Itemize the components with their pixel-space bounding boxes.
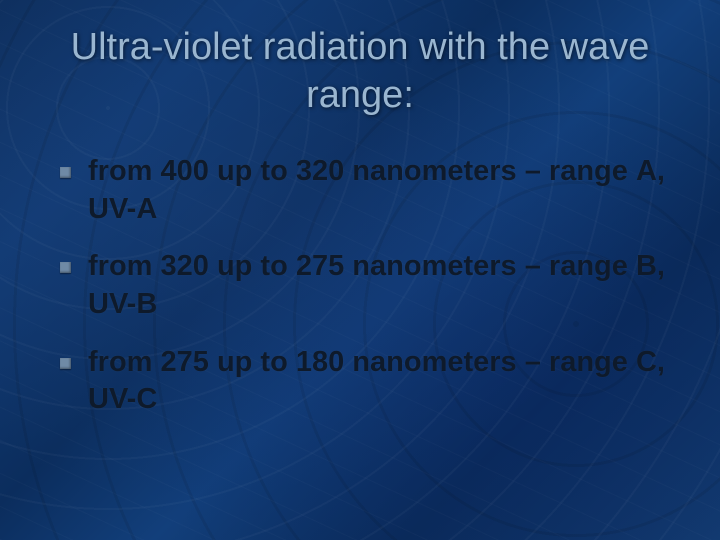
bullet-text: from 275 up to 180 nanometers – range С,… xyxy=(88,346,665,416)
list-item: from 320 up to 275 nanometers – range В,… xyxy=(60,248,684,323)
list-item: from 400 up to 320 nanometers – range А,… xyxy=(60,153,684,228)
list-item: from 275 up to 180 nanometers – range С,… xyxy=(60,344,684,419)
slide-container: Ultra-violet radiation with the wave ran… xyxy=(0,0,720,540)
bullet-list: from 400 up to 320 nanometers – range А,… xyxy=(36,153,684,419)
bullet-text: from 400 up to 320 nanometers – range А,… xyxy=(88,155,665,225)
slide-title: Ultra-violet radiation with the wave ran… xyxy=(36,24,684,119)
bullet-text: from 320 up to 275 nanometers – range В,… xyxy=(88,250,665,320)
